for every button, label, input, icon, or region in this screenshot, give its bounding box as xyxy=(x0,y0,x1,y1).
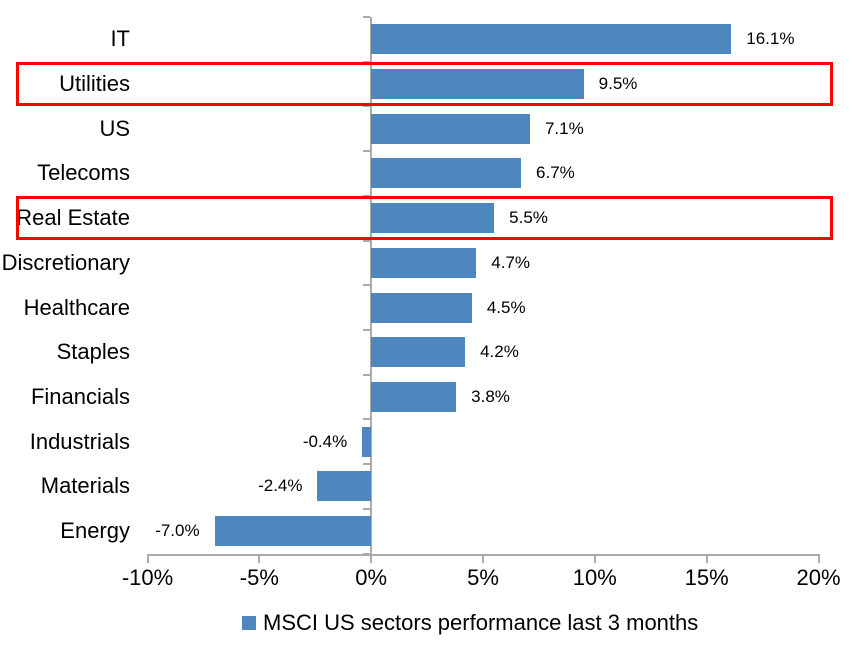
y-axis-tick xyxy=(363,239,371,242)
bar xyxy=(371,247,477,278)
y-axis-tick xyxy=(363,150,371,153)
bar xyxy=(317,471,372,502)
x-axis-tick xyxy=(258,554,261,563)
bar xyxy=(371,382,457,413)
value-label: 5.5% xyxy=(509,208,548,228)
category-label: Energy xyxy=(60,518,130,544)
y-axis-tick xyxy=(363,418,371,421)
x-axis-tick xyxy=(817,554,820,563)
y-axis-tick xyxy=(363,373,371,376)
x-axis-tick-label: -10% xyxy=(121,565,174,590)
y-axis-tick xyxy=(363,60,371,63)
value-label: 4.7% xyxy=(491,252,531,272)
x-axis-tick-label: -5% xyxy=(239,565,279,590)
value-label: -2.4% xyxy=(258,476,303,496)
x-axis-tick-label: 5% xyxy=(467,565,499,590)
x-axis-tick-label: 15% xyxy=(684,565,729,590)
category-label: Real Estate xyxy=(16,205,130,231)
y-axis-tick xyxy=(363,16,371,18)
y-axis-line xyxy=(370,17,373,554)
y-axis-tick xyxy=(363,328,371,331)
category-label: Financials xyxy=(30,384,130,410)
bar xyxy=(214,516,372,547)
value-label: -0.4% xyxy=(302,431,348,451)
x-axis-tick xyxy=(593,554,596,563)
bar xyxy=(371,292,472,323)
y-axis-tick xyxy=(363,552,371,555)
category-label: Utilities xyxy=(59,71,130,97)
category-label: Telecoms xyxy=(37,160,130,186)
x-axis-tick-label: 0% xyxy=(355,565,388,590)
x-axis-tick xyxy=(482,554,484,563)
y-axis-tick xyxy=(363,105,371,108)
value-label: 9.5% xyxy=(598,74,638,94)
bar xyxy=(371,24,732,55)
bar xyxy=(371,203,495,234)
y-axis-tick xyxy=(363,463,371,466)
y-axis-tick xyxy=(363,507,371,510)
category-label: US xyxy=(99,115,130,141)
x-axis-tick-label: 10% xyxy=(572,565,617,590)
category-label: Industrials xyxy=(29,428,130,454)
category-label: Discretionary xyxy=(1,249,130,275)
legend: MSCI US sectors performance last 3 month… xyxy=(242,610,698,636)
x-axis-tick-label: 20% xyxy=(796,565,841,590)
highlight-box-utilities xyxy=(16,62,833,107)
x-axis-tick xyxy=(146,554,149,563)
category-label: Materials xyxy=(40,473,130,499)
y-axis-tick xyxy=(363,284,371,287)
value-label: 4.2% xyxy=(480,342,519,362)
category-label: Staples xyxy=(56,339,130,365)
value-label: 6.7% xyxy=(536,163,575,183)
value-label: 16.1% xyxy=(746,29,795,49)
legend-label: MSCI US sectors performance last 3 month… xyxy=(263,610,699,635)
x-axis-tick xyxy=(705,554,708,563)
value-label: 4.5% xyxy=(486,297,526,317)
bar xyxy=(371,69,584,100)
value-label: 3.8% xyxy=(471,387,510,407)
bar xyxy=(371,113,530,144)
y-axis-tick xyxy=(363,194,371,197)
category-label: Healthcare xyxy=(23,294,130,320)
x-axis-tick xyxy=(370,554,373,563)
category-label: IT xyxy=(110,26,130,52)
bar xyxy=(371,337,466,368)
bar xyxy=(371,158,521,189)
value-label: 7.1% xyxy=(544,118,584,138)
bar xyxy=(362,426,372,457)
highlight-box-real-estate xyxy=(16,196,833,241)
legend-marker xyxy=(242,616,256,630)
value-label: -7.0% xyxy=(155,521,200,541)
